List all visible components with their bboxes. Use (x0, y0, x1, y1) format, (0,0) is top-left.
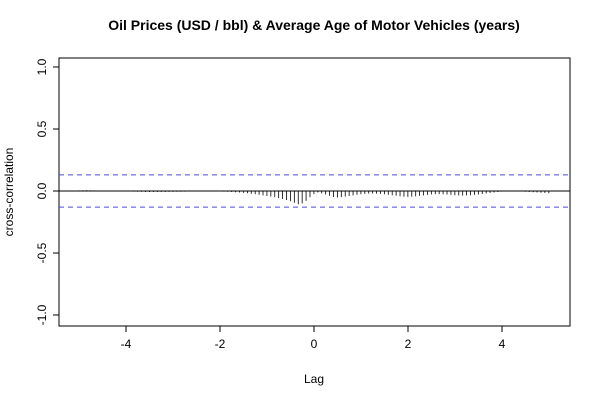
x-tick-label: 0 (311, 337, 318, 351)
y-tick-label: -0.5 (35, 242, 49, 263)
y-axis-label: cross-correlation (2, 148, 16, 237)
x-tick-label: -4 (121, 337, 132, 351)
y-tick-label: 0.5 (35, 120, 49, 137)
x-tick-label: 2 (405, 337, 412, 351)
x-axis-label: Lag (304, 372, 324, 386)
y-tick-label: -1.0 (35, 304, 49, 325)
y-axis: -1.0 -0.5 0.0 0.5 1.0 (35, 58, 59, 325)
y-tick-label: 0.0 (35, 182, 49, 199)
x-axis: -4 -2 0 2 4 (121, 326, 506, 351)
reference-lines (59, 174, 570, 208)
x-tick-label: 4 (499, 337, 506, 351)
cross-correlation-bars (78, 190, 550, 205)
x-tick-label: -2 (215, 337, 226, 351)
chart-title: Oil Prices (USD / bbl) & Average Age of … (108, 17, 520, 33)
y-tick-label: 1.0 (35, 58, 49, 75)
plot-area-frame (58, 57, 571, 327)
